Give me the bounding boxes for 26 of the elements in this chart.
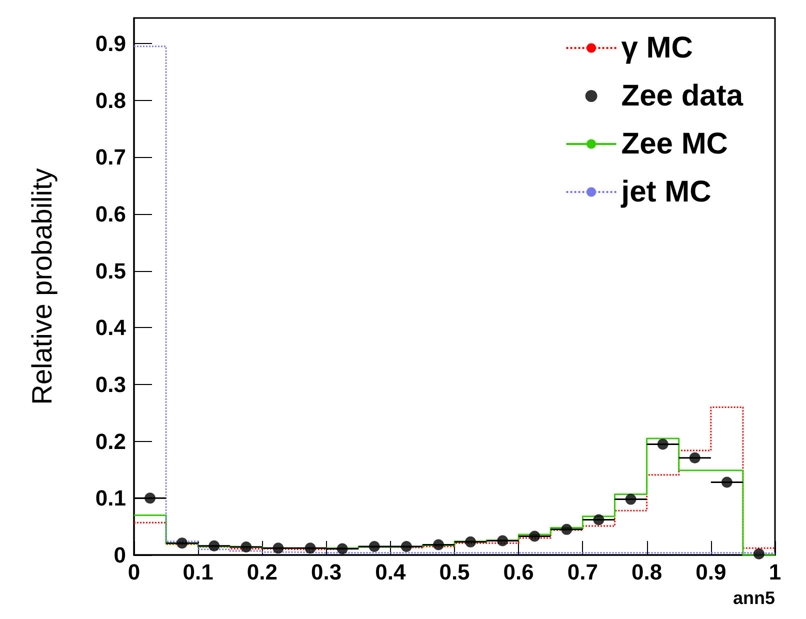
y-tick-label: 0 bbox=[114, 542, 126, 568]
x-tick-label: 1 bbox=[768, 560, 782, 584]
x-tick-label: 0.2 bbox=[246, 560, 278, 584]
legend-label: jet MC bbox=[620, 176, 712, 208]
x-tick-label: 0.9 bbox=[696, 560, 726, 584]
y-tick-label: 0.1 bbox=[95, 486, 126, 511]
y-tick-label: 0.9 bbox=[95, 31, 126, 56]
legend-label: Zee MC bbox=[621, 128, 728, 160]
x-tick-label: 0.1 bbox=[182, 560, 214, 584]
y-tick-label: 0.7 bbox=[95, 144, 126, 170]
y-tick-label: 0.5 bbox=[95, 258, 126, 284]
x-axis-title: ann5 bbox=[732, 588, 775, 608]
x-tick-label: 0.7 bbox=[567, 560, 598, 584]
y-axis-title: Relative probability bbox=[26, 168, 58, 405]
legend-label: γ MC bbox=[621, 32, 693, 64]
y-tick-label: 0.8 bbox=[95, 88, 126, 113]
x-tick-label: 0.3 bbox=[311, 560, 342, 584]
y-tick-label: 0.6 bbox=[95, 202, 126, 227]
legend-label: Zee data bbox=[621, 80, 744, 112]
x-tick-label: 0.5 bbox=[439, 560, 470, 584]
x-tick-label: 0.4 bbox=[375, 560, 406, 584]
x-tick-label: 0.8 bbox=[632, 560, 662, 584]
y-tick-label: 0.2 bbox=[95, 428, 126, 454]
y-tick-label: 0.4 bbox=[95, 315, 127, 340]
y-tick-label: 0.3 bbox=[95, 372, 126, 398]
x-tick-label: 0.6 bbox=[503, 560, 534, 584]
